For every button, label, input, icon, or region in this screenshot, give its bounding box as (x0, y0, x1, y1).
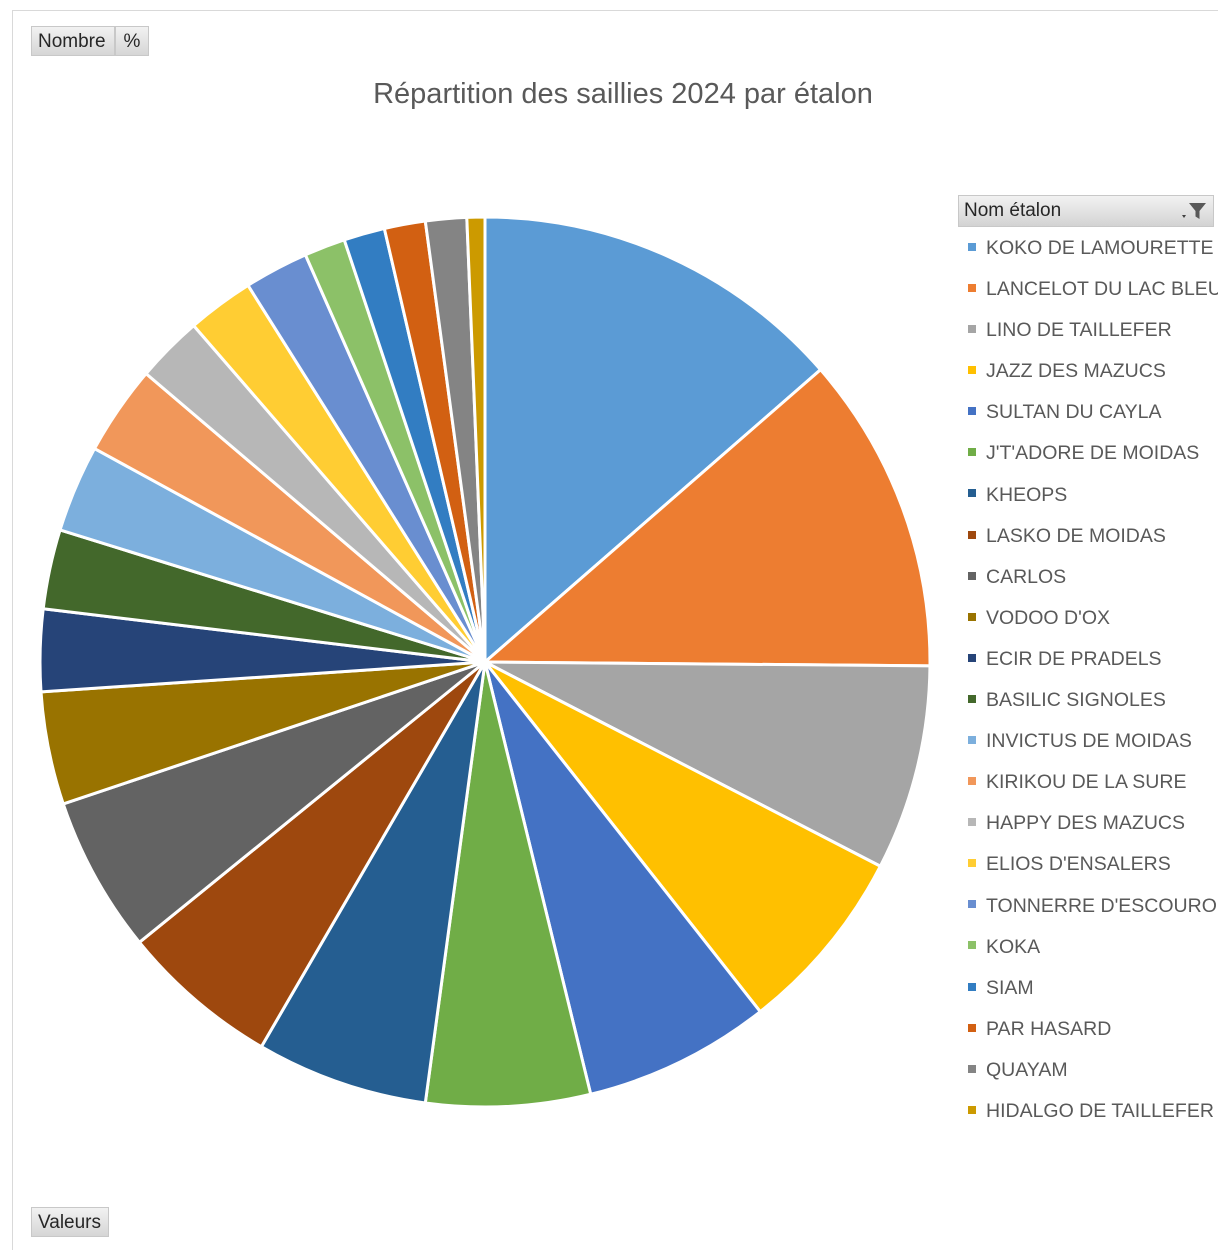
legend-item[interactable]: ECIR DE PRADELS (968, 641, 1218, 682)
legend-item[interactable]: PAR HASARD (968, 1011, 1218, 1052)
legend-swatch (968, 1064, 976, 1073)
legend-swatch (968, 407, 976, 416)
legend-label: ECIR DE PRADELS (986, 647, 1162, 670)
legend-item[interactable]: J'T'ADORE DE MOIDAS (968, 435, 1218, 476)
legend-item[interactable]: BASILIC SIGNOLES (968, 682, 1218, 723)
legend-swatch (968, 325, 976, 334)
legend-swatch (968, 242, 976, 251)
legend-swatch (968, 1105, 976, 1114)
legend-swatch (968, 489, 976, 498)
legend-item[interactable]: TONNERRE D'ESCOUROL (968, 888, 1218, 929)
legend-swatch (968, 777, 976, 786)
legend-item[interactable]: KOKA (968, 929, 1218, 970)
legend-label: BASILIC SIGNOLES (986, 689, 1166, 712)
legend-label: HIDALGO DE TAILLEFER (986, 1099, 1214, 1122)
legend-item[interactable]: LANCELOT DU LAC BLEU (968, 271, 1218, 312)
nombre-field-button[interactable]: Nombre (31, 26, 115, 56)
pie-slice-8[interactable] (137, 660, 487, 1049)
legend-swatch (968, 283, 976, 292)
legend-item[interactable]: QUAYAM (968, 1052, 1218, 1093)
legend-swatch (968, 653, 976, 662)
legend-swatch (968, 612, 976, 621)
legend-item[interactable]: ELIOS D'ENSALERS (968, 846, 1218, 887)
legend-swatch (968, 448, 976, 457)
legend-label: INVICTUS DE MOIDAS (986, 730, 1192, 753)
legend-label: JAZZ DES MAZUCS (986, 360, 1166, 383)
legend-item[interactable]: KHEOPS (968, 477, 1218, 518)
pie-slice-22[interactable] (465, 215, 487, 664)
legend-item[interactable]: KOKO DE LAMOURETTE (968, 230, 1218, 271)
pie-slice-9[interactable] (61, 660, 487, 944)
legend-filter-button[interactable]: Nom étalon (958, 195, 1214, 227)
legend-swatch (968, 818, 976, 827)
legend-header-label: Nom étalon (964, 200, 1062, 221)
pie-slice-7[interactable] (259, 660, 487, 1105)
pie-slice-1[interactable] (483, 215, 823, 664)
chart-title: Répartition des saillies 2024 par étalon (373, 78, 873, 110)
legend-swatch (968, 982, 976, 991)
pie-slice-4[interactable] (483, 660, 882, 1014)
legend-item[interactable]: SIAM (968, 970, 1218, 1011)
legend-swatch (968, 571, 976, 580)
legend-swatch (968, 859, 976, 868)
legend-label: KHEOPS (986, 483, 1068, 506)
legend-label: VODOO D'OX (986, 606, 1110, 629)
legend-label: PAR HASARD (986, 1017, 1112, 1040)
legend-swatch (968, 941, 976, 950)
legend-item[interactable]: INVICTUS DE MOIDAS (968, 723, 1218, 764)
legend-label: KOKA (986, 935, 1041, 958)
legend-label: KIRIKOU DE LA SURE (986, 771, 1187, 794)
legend-label: TONNERRE D'ESCOUROL (986, 894, 1218, 917)
legend-label: J'T'ADORE DE MOIDAS (986, 442, 1200, 465)
legend-label: SULTAN DU CAYLA (986, 401, 1162, 424)
legend-item[interactable]: SULTAN DU CAYLA (968, 394, 1218, 435)
pie-slice-5[interactable] (483, 660, 762, 1096)
legend-label: KOKO DE LAMOURETTE (986, 237, 1214, 259)
legend-swatch (968, 366, 976, 375)
legend-label: HAPPY DES MAZUCS (986, 812, 1186, 835)
valeurs-field-button[interactable]: Valeurs (31, 1207, 109, 1237)
legend-item[interactable]: HIDALGO DE TAILLEFER (968, 1093, 1218, 1134)
legend-label: ELIOS D'ENSALERS (986, 853, 1171, 876)
legend-label: LINO DE TAILLEFER (986, 319, 1172, 342)
legend-item[interactable]: LINO DE TAILLEFER (968, 312, 1218, 353)
legend-swatch (968, 1023, 976, 1032)
legend-label: LASKO DE MOIDAS (986, 524, 1166, 547)
legend-swatch (968, 694, 976, 703)
legend-swatch (968, 530, 976, 539)
legend-item[interactable]: LASKO DE MOIDAS (968, 518, 1218, 559)
legend-label: CARLOS (986, 565, 1067, 588)
chart-legend: KOKO DE LAMOURETTE LANCELOT DU LAC BLEU LI… (968, 230, 1218, 1134)
legend-label: QUAYAM (986, 1058, 1068, 1081)
filter-dropdown-icon[interactable] (1181, 201, 1207, 221)
percent-field-button[interactable]: % (115, 26, 149, 56)
legend-item[interactable]: CARLOS (968, 559, 1218, 600)
legend-swatch (968, 735, 976, 744)
legend-item[interactable]: HAPPY DES MAZUCS (968, 805, 1218, 846)
legend-label: LANCELOT DU LAC BLEU (986, 278, 1218, 301)
legend-item[interactable]: VODOO D'OX (968, 600, 1218, 641)
legend-item[interactable]: JAZZ DES MAZUCS (968, 353, 1218, 394)
legend-label: SIAM (986, 976, 1034, 999)
pie-slice-6[interactable] (423, 660, 593, 1109)
legend-swatch (968, 900, 976, 909)
legend-item[interactable]: KIRIKOU DE LA SURE (968, 764, 1218, 805)
pie-slice-3[interactable] (483, 660, 932, 868)
pie-slice-2[interactable] (483, 368, 932, 668)
